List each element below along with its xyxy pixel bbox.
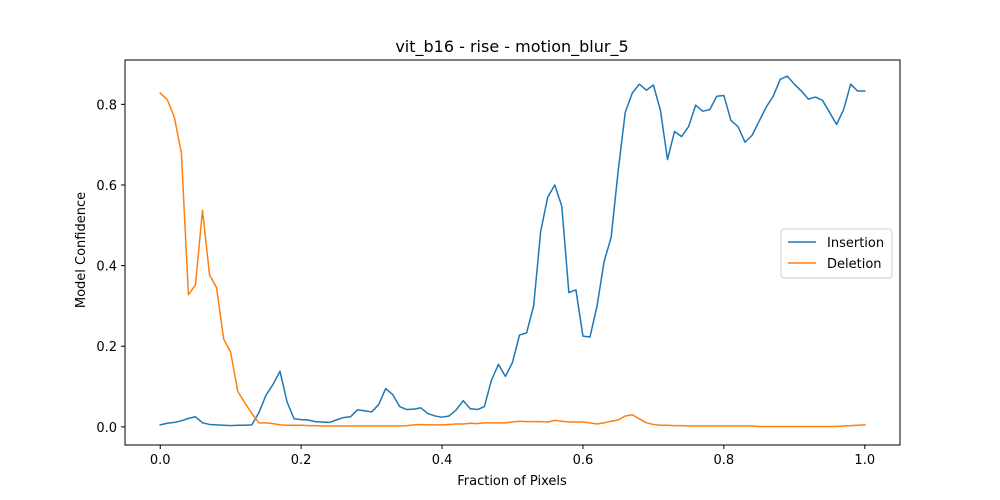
x-tick-label: 0.4	[432, 453, 453, 468]
x-tick-label: 0.0	[150, 453, 171, 468]
x-tick-label: 1.0	[854, 453, 875, 468]
chart-title: vit_b16 - rise - motion_blur_5	[395, 37, 628, 57]
y-tick-label: 0.6	[96, 179, 117, 194]
x-tick-label: 0.6	[573, 453, 594, 468]
x-tick-label: 0.8	[714, 453, 735, 468]
plot-frame	[124, 59, 901, 446]
legend-label-insertion: Insertion	[827, 236, 884, 251]
x-axis-label: Fraction of Pixels	[457, 474, 567, 489]
series-line-insertion	[159, 75, 866, 427]
x-tick-label: 0.2	[291, 453, 312, 468]
y-tick-label: 0.8	[96, 98, 117, 113]
y-tick-label: 0.4	[96, 260, 117, 275]
y-tick-label: 0.0	[96, 421, 117, 436]
x-axis: 0.0 0.2 0.4 0.6 0.8 1.0	[150, 445, 875, 468]
y-axis: 0.0 0.2 0.4 0.6 0.8	[96, 98, 125, 436]
y-tick-label: 0.2	[96, 340, 117, 355]
y-axis-label: Model Confidence	[74, 192, 89, 308]
series-lines	[159, 75, 866, 428]
series-line-deletion	[159, 92, 866, 428]
legend-label-deletion: Deletion	[827, 257, 882, 272]
legend: Insertion Deletion	[780, 228, 893, 279]
